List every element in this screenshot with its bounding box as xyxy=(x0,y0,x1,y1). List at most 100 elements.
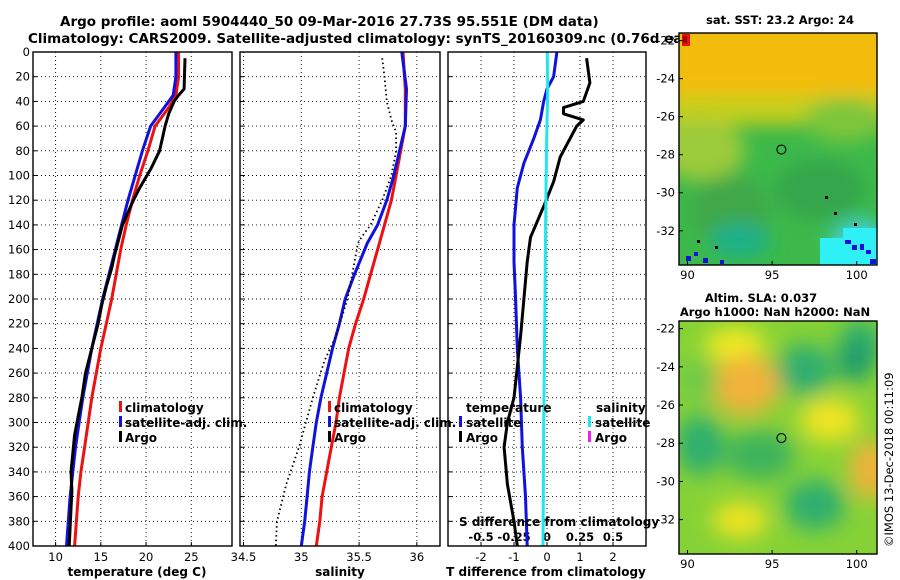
y-tick-label: 220 xyxy=(8,317,30,331)
map-x-tick-label: 95 xyxy=(765,268,780,282)
y-tick-label: 400 xyxy=(8,539,30,553)
map-x-tick-label: 95 xyxy=(765,557,780,571)
y-tick-label: 20 xyxy=(15,70,30,84)
t-difference-axis-label: T difference from climatology xyxy=(446,565,646,579)
legend-climatology-label: climatology xyxy=(334,401,413,415)
y-tick-label: 120 xyxy=(8,193,30,207)
legend-satellite-label: satellite-adj. clim. xyxy=(125,416,247,430)
y-tick-label: 80 xyxy=(15,144,30,158)
temperature-panel-legend: climatology satellite-adj. clim. Argo xyxy=(119,401,247,445)
y-tick-label: 180 xyxy=(8,267,30,281)
x-tick-label: 10 xyxy=(48,550,63,564)
plot-frame xyxy=(447,51,647,547)
y-tick-label: 380 xyxy=(8,514,30,528)
map-y-tick-label: -24 xyxy=(656,72,675,86)
series-line-temperature-satellite xyxy=(512,51,559,547)
legend-sal-argo-label: Argo xyxy=(595,431,627,445)
y-tick-label: 60 xyxy=(15,119,30,133)
sla-map-panel: Altim. SLA: 0.037 Argo h1000: NaN h2000:… xyxy=(656,291,878,571)
sst-map-field xyxy=(679,33,877,265)
x-tick-label: 35.5 xyxy=(346,550,372,564)
salinity-profile-panel: 34.5 35 35.5 36 xyxy=(231,51,441,564)
x-tick-label: 15 xyxy=(94,550,109,564)
legend-temp-argo-swatch xyxy=(459,431,462,442)
map-y-tick-label: -26 xyxy=(656,110,675,124)
x-tick-label: 25 xyxy=(184,550,199,564)
x2-tick-label: 0.5 xyxy=(603,530,623,544)
y-tick-label: 260 xyxy=(8,366,30,380)
y-tick-label: 340 xyxy=(8,465,30,479)
sst-map-ticks: 90 95 100 -22 -24 -26 -28 -30 -32 xyxy=(656,34,867,282)
sla-map-title-line1: Altim. SLA: 0.037 xyxy=(705,291,817,305)
y-tick-label: 280 xyxy=(8,391,30,405)
legend-sal-satellite-label: satellite xyxy=(595,416,650,430)
y-tick-label: 100 xyxy=(8,169,30,183)
map-x-tick-label: 90 xyxy=(680,268,695,282)
legend-salinity-title: salinity xyxy=(596,401,646,415)
map-y-tick-label: -28 xyxy=(656,436,675,450)
legend-temp-argo-label: Argo xyxy=(466,431,498,445)
map-x-tick-label: 100 xyxy=(846,557,868,571)
x-tick-label: 2 xyxy=(609,550,616,564)
y-tick-label: 320 xyxy=(8,440,30,454)
y-tick-label: 40 xyxy=(15,94,30,108)
sst-map-panel: sat. SST: 23.2 Argo: 24 xyxy=(656,13,878,282)
y-tick-label: 360 xyxy=(8,490,30,504)
figure-title-line1: Argo profile: aoml 5904440_50 09-Mar-201… xyxy=(60,14,599,30)
sla-map-title-line2: Argo h1000: NaN h2000: NaN xyxy=(680,305,870,319)
difference-profile-panel: -2 -1 0 1 2 -0.5 -0.25 0 0.25 0.5 xyxy=(447,51,647,564)
series-line-temperature-argo xyxy=(502,58,592,547)
map-y-tick-label: -24 xyxy=(656,360,675,374)
legend-argo-swatch xyxy=(119,431,122,442)
argo-position-marker xyxy=(776,144,787,155)
series-line-argo xyxy=(67,58,187,547)
sla-map-ticks: 90 95 100 -22 -24 -26 -28 -30 -32 xyxy=(656,322,867,571)
legend-climatology-swatch xyxy=(328,401,331,412)
temperature-profile-panel: 0 20 40 60 80 100 120 140 160 180 200 220 240 260 280 3… xyxy=(8,45,233,564)
legend-climatology-label: climatology xyxy=(125,401,204,415)
x-tick-label: 34.5 xyxy=(231,550,257,564)
salinity-panel-legend: climatology satellite-adj. clim. Argo xyxy=(328,401,456,445)
map-y-tick-label: -32 xyxy=(656,224,675,238)
legend-climatology-swatch xyxy=(119,401,122,412)
imos-credit: ©IMOS 13-Dec-2018 00:11:09 xyxy=(882,372,896,547)
temperature-axis-label: temperature (deg C) xyxy=(68,565,207,579)
legend-satellite-swatch xyxy=(119,416,122,427)
x-tick-label: 20 xyxy=(139,550,154,564)
map-y-tick-label: -28 xyxy=(656,148,675,162)
series-line-argo xyxy=(274,58,398,547)
map-y-tick-label: -30 xyxy=(656,474,675,488)
sla-map-field xyxy=(679,321,877,554)
x-tick-label: 35 xyxy=(294,550,309,564)
plot-frame xyxy=(32,51,233,547)
legend-argo-label: Argo xyxy=(125,431,157,445)
figure-title-line2: Climatology: CARS2009. Satellite-adjuste… xyxy=(28,31,720,47)
plot-frame xyxy=(239,51,441,547)
x-tick-label: -1 xyxy=(508,550,519,564)
map-x-tick-label: 100 xyxy=(846,268,868,282)
x2-tick-label: 0 xyxy=(543,530,551,544)
x2-tick-label: -0.25 xyxy=(497,530,530,544)
map-y-tick-label: -22 xyxy=(656,34,675,48)
y-tick-label: 160 xyxy=(8,243,30,257)
x2-tick-label: 0.25 xyxy=(566,530,594,544)
legend-sal-argo-swatch xyxy=(588,431,591,442)
legend-satellite-label: satellite-adj. clim. xyxy=(334,416,456,430)
legend-argo-label: Argo xyxy=(334,431,366,445)
x-tick-label: -2 xyxy=(475,550,486,564)
x2-tick-label: -0.5 xyxy=(468,530,493,544)
salinity-difference-axis-label: S difference from climatology xyxy=(459,515,659,529)
map-y-tick-label: -26 xyxy=(656,398,675,412)
map-y-tick-label: -32 xyxy=(656,513,675,527)
series-line-salinity-satellite xyxy=(541,51,550,547)
y-tick-label: 140 xyxy=(8,218,30,232)
legend-sal-satellite-swatch xyxy=(588,416,591,427)
y-tick-label: 0 xyxy=(23,45,30,59)
sst-map-title: sat. SST: 23.2 Argo: 24 xyxy=(706,13,854,27)
y-tick-label: 200 xyxy=(8,292,30,306)
legend-temp-satellite-label: satellite xyxy=(466,416,521,430)
x-tick-label: 0 xyxy=(543,550,550,564)
legend-temperature-title: temperature xyxy=(466,401,551,415)
salinity-axis-label: salinity xyxy=(315,565,365,579)
